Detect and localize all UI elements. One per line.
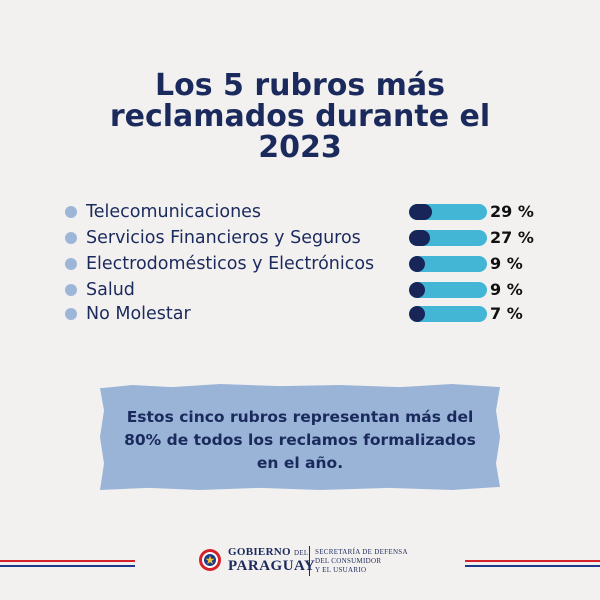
circle-bullet-icon	[65, 206, 77, 218]
circle-bullet-icon	[65, 308, 77, 320]
gov-name-line-2: PARAGUAY	[228, 558, 316, 574]
bar-track	[409, 256, 487, 272]
value-label: 7 %	[490, 304, 523, 323]
bar-fill	[409, 230, 430, 246]
secretaria-line-3: Y EL USUARIO	[315, 566, 367, 574]
bar-fill	[409, 306, 425, 322]
gov-name-line-1: GOBIERNO DEL	[228, 546, 309, 558]
gov-word: GOBIERNO	[228, 546, 291, 558]
chart-row: Telecomunicaciones 29 %	[65, 200, 545, 224]
category-label: Electrodomésticos y Electrónicos	[86, 254, 375, 274]
chart-row: Servicios Financieros y Seguros 27 %	[65, 226, 545, 250]
stripe-blue	[465, 565, 600, 567]
footer-divider	[309, 546, 310, 576]
secretaria-line-1: SECRETARÍA DE DEFENSA	[315, 548, 408, 556]
category-label: No Molestar	[86, 304, 191, 324]
bar-fill	[409, 282, 425, 298]
value-label: 29 %	[490, 202, 534, 221]
paraguay-seal-icon	[199, 549, 221, 571]
secretaria-line-2: DEL CONSUMIDOR	[315, 557, 382, 565]
gov-del: DEL	[293, 549, 309, 557]
bar-track	[409, 282, 487, 298]
bar-fill	[409, 204, 432, 220]
footer-logo: GOBIERNO DEL PARAGUAY SECRETARÍA DE DEFE…	[198, 544, 418, 580]
chart-row: Salud 9 %	[65, 278, 545, 302]
note-line-3: en el año.	[256, 454, 344, 472]
category-label: Servicios Financieros y Seguros	[86, 228, 361, 248]
category-label: Telecomunicaciones	[86, 202, 262, 222]
circle-bullet-icon	[65, 232, 77, 244]
stripe-red	[465, 560, 600, 562]
title-line-2: reclamados durante el	[109, 99, 491, 134]
chart-row: Electrodomésticos y Electrónicos 9 %	[65, 252, 545, 276]
page-title: Los 5 rubros más reclamados durante el 2…	[0, 70, 600, 163]
bar-track	[409, 230, 487, 246]
chart-row: No Molestar 7 %	[65, 302, 545, 326]
category-label: Salud	[86, 280, 135, 300]
value-label: 9 %	[490, 280, 523, 299]
note-line-1: Estos cinco rubros representan más del	[126, 408, 474, 426]
value-label: 9 %	[490, 254, 523, 273]
summary-note: Estos cinco rubros representan más del 8…	[100, 384, 500, 490]
stripe-red	[0, 560, 135, 562]
title-line-1: Los 5 rubros más	[154, 68, 446, 103]
bar-track	[409, 204, 487, 220]
bar-fill	[409, 256, 425, 272]
title-line-3: 2023	[258, 130, 342, 165]
note-line-2: 80% de todos los reclamos formalizados	[124, 431, 476, 449]
bar-track	[409, 306, 487, 322]
left-flag-stripe	[0, 560, 135, 568]
right-flag-stripe	[465, 560, 600, 568]
summary-note-text: Estos cinco rubros representan más del 8…	[100, 406, 500, 475]
circle-bullet-icon	[65, 258, 77, 270]
value-label: 27 %	[490, 228, 534, 247]
circle-bullet-icon	[65, 284, 77, 296]
stripe-blue	[0, 565, 135, 567]
